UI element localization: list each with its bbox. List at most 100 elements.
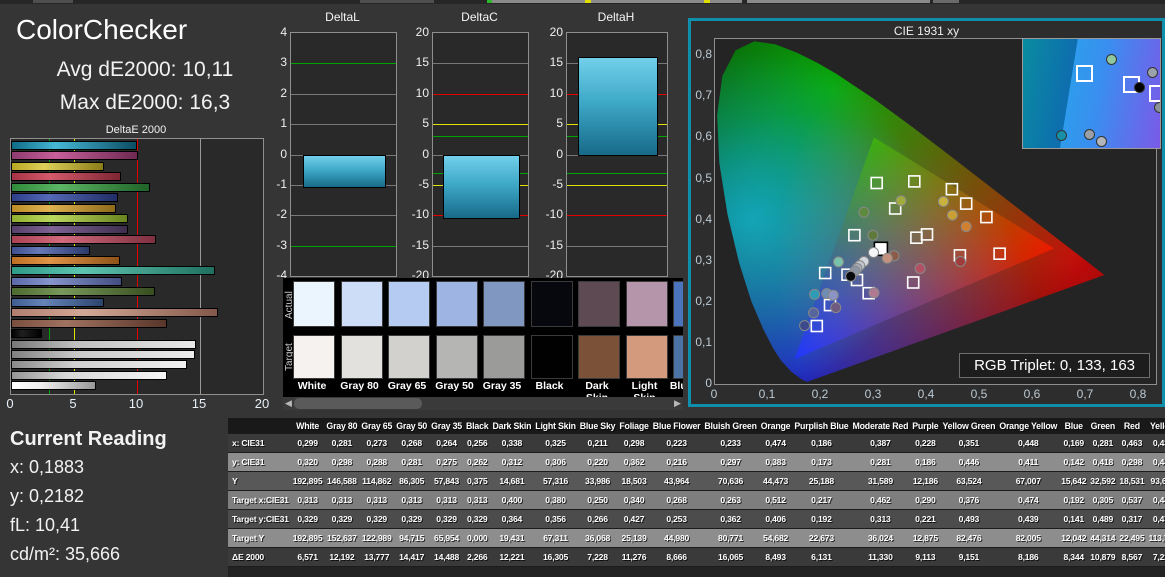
deltah-tick-label: -15 (545, 237, 563, 252)
table-cell: 36,024 (850, 528, 911, 548)
cie-y-tick-label: 0,3 (695, 252, 712, 267)
table-cell: 0,364 (490, 509, 534, 529)
table-cell: 0,313 (429, 490, 464, 510)
table-cell: 2,266 (463, 547, 491, 567)
table-col-header: Purplish Blue (792, 418, 851, 434)
table-col-header: Light Skin (533, 418, 578, 434)
table-cell: 114,862 (359, 471, 395, 491)
table-cell: 16,305 (533, 547, 578, 567)
table-cell: 65,954 (429, 528, 464, 548)
table-cell: 94,715 (394, 528, 430, 548)
deltal-ref-line (291, 93, 396, 95)
table-corner (228, 418, 291, 434)
table-cell: 0,444 (1146, 452, 1165, 472)
table-cell: 0,329 (359, 509, 395, 529)
swatch-label: Gray 65 (387, 380, 427, 392)
table-cell: 9,113 (910, 547, 941, 567)
table-row: Target y:CIE31 0,329 0,329 0,329 0,329 0,329 0… (228, 509, 1165, 529)
de-x-tick-label: 10 (128, 396, 144, 411)
cie-target-marker (818, 266, 832, 280)
swatch-actual-gray-50 (435, 281, 478, 327)
deltah-ref-line (567, 245, 667, 247)
deltal-tick-label: 4 (280, 25, 287, 39)
de-bar-dark-skin (11, 318, 167, 328)
deltac-chart[interactable] (432, 32, 529, 277)
deltal-chart[interactable] (290, 32, 397, 277)
measurement-table[interactable]: White Gray 80 Gray 65 Gray 50 Gray 35 Black Da… (228, 418, 1165, 577)
table-cell: 0,186 (792, 433, 851, 453)
table-col-header: Green (1088, 418, 1118, 434)
swatch-scrollbar[interactable]: ◀ ▶ (283, 397, 683, 410)
table-cell: 0,329 (290, 509, 325, 529)
table-cell: 0,142 (1059, 452, 1089, 472)
deltac-tick-label: -15 (411, 237, 429, 252)
de-bar-blue-sky (11, 297, 105, 307)
de-x-tick-label: 5 (69, 396, 77, 411)
swatch-target-light-skin (625, 335, 668, 379)
scrollbar-thumb[interactable] (294, 398, 422, 409)
toolbar-edge-segment (585, 0, 591, 3)
cie-y-tick-label: 0,8 (695, 47, 712, 62)
table-cell: 0,489 (1088, 509, 1118, 529)
cie-measured-point (881, 252, 893, 264)
scroll-right-arrow[interactable]: ▶ (672, 397, 683, 410)
inset-measured-point (1134, 81, 1146, 93)
current-reading-line: fL: 10,41 (10, 515, 81, 535)
table-row-label: ΔE 2000 (228, 547, 291, 567)
table-col-header: Bluish Green (702, 418, 759, 434)
table-cell: 0,290 (910, 490, 941, 510)
cie-measured-point (937, 196, 949, 207)
swatch-target-blue-sky (673, 335, 683, 379)
table-cell: 0,406 (758, 509, 793, 529)
cie-y-tick-label: 0,6 (695, 129, 712, 144)
deltah-chart[interactable] (566, 32, 668, 277)
toolbar-edge-segment (487, 0, 492, 3)
table-cell: 0,281 (324, 433, 360, 453)
table-cell: 12,875 (910, 528, 941, 548)
table-cell: 9,151 (940, 547, 998, 567)
table-cell: 0,474 (997, 490, 1060, 510)
chart-title-deltac: DeltaC (461, 10, 498, 24)
table-cell: 7,224 (1146, 547, 1165, 567)
scroll-left-arrow[interactable]: ◀ (283, 397, 294, 410)
table-cell: 0,325 (533, 433, 578, 453)
table-cell: 0,268 (650, 490, 703, 510)
table-cell: 0,313 (394, 490, 430, 510)
delta-e-bar-chart[interactable] (10, 138, 264, 395)
table-cell: 0,223 (650, 433, 703, 453)
table-cell: 0,383 (758, 452, 793, 472)
table-cell: 0,376 (940, 490, 998, 510)
table-col-header: Foliage (617, 418, 651, 434)
table-cell: 14,417 (394, 547, 430, 567)
table-cell: 0,493 (940, 509, 998, 529)
table-cell: 0,313 (290, 490, 325, 510)
deltal-ref-line (291, 245, 396, 247)
table-cell: 63,524 (940, 471, 998, 491)
cie-1931-panel[interactable]: CIE 1931 xy 0 0,1 0,2 0,3 0,4 0,5 0,6 0,7 0,8 0 0,… (688, 18, 1165, 407)
swatch-label: Blue Sky (669, 380, 683, 392)
swatch-label: Gray 35 (482, 380, 522, 392)
table-cell: 70,636 (702, 471, 759, 491)
table-cell: 0,463 (1117, 433, 1147, 453)
table-cell: 152,637 (324, 528, 360, 548)
table-cell: 6,571 (290, 547, 325, 567)
swatch-actual-gray-80 (340, 281, 383, 327)
cie-measured-point (845, 270, 857, 282)
swatch-target-black (530, 335, 573, 379)
table-cell: 0,281 (394, 452, 430, 472)
table-row-label: Target y:CIE31 (228, 509, 291, 529)
table-col-header: Gray 50 (394, 418, 430, 434)
table-row-label: y: CIE31 (228, 452, 291, 472)
table-cell: 0,317 (1117, 509, 1147, 529)
table-row: y: CIE31 0,320 0,298 0,288 0,281 0,275 0,262 0,… (228, 452, 1165, 472)
table-col-header: Dark Skin (490, 418, 534, 434)
de-bar-gray-35 (11, 339, 196, 349)
inset-measured-point (1146, 66, 1158, 78)
cie-x-tick-label: 0,5 (970, 387, 988, 401)
table-cell: 0,362 (702, 509, 759, 529)
table-row-label: Y (228, 471, 291, 491)
deltac-tick-label: -10 (411, 207, 429, 222)
deltah-bar (578, 57, 658, 157)
swatch-comparison-panel[interactable]: Actual Target White Gray 80 Gray 65 Gray 50 Gr… (283, 278, 683, 410)
swatch-actual-white (293, 281, 335, 327)
